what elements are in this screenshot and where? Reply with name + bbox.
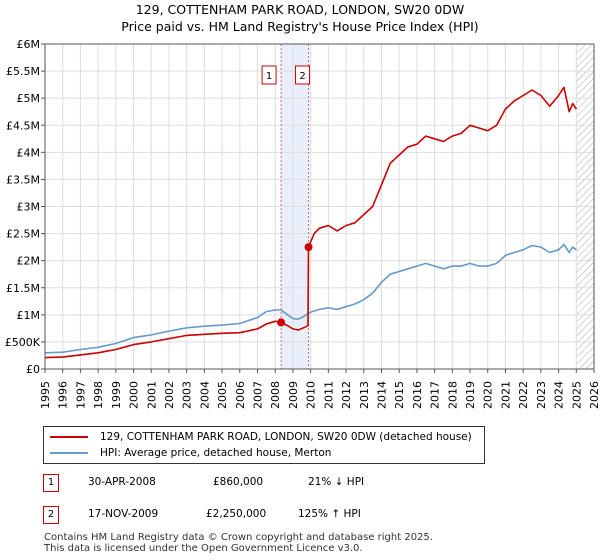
- transaction-date: 30-APR-2008: [88, 476, 156, 488]
- x-tick-label: 2019: [464, 381, 477, 409]
- x-tick-label: 1996: [57, 381, 70, 409]
- legend-swatch-hpi: [50, 452, 88, 454]
- x-tick-label: 2003: [181, 381, 194, 409]
- y-tick-label: £4M: [17, 146, 41, 159]
- footer: Contains HM Land Registry data © Crown c…: [44, 532, 433, 554]
- x-tick-label: 2004: [198, 381, 211, 409]
- chart-title-line1: 129, COTTENHAM PARK ROAD, LONDON, SW20 0…: [135, 2, 465, 17]
- y-tick-label: £3.5M: [6, 173, 40, 186]
- x-tick-label: 1999: [110, 381, 123, 409]
- y-tick-label: £1.5M: [6, 282, 40, 295]
- x-tick-label: 2021: [499, 381, 512, 409]
- transaction-badge: 2: [43, 506, 59, 524]
- x-tick-label: 2024: [553, 381, 566, 409]
- y-tick-label: £3M: [17, 201, 41, 214]
- y-tick-label: £0: [26, 363, 40, 376]
- x-tick-label: 2005: [216, 381, 229, 409]
- legend: 129, COTTENHAM PARK ROAD, LONDON, SW20 0…: [43, 426, 485, 464]
- x-tick-label: 2007: [252, 381, 265, 409]
- x-tick-label: 1995: [39, 381, 52, 409]
- transaction-badge: 1: [43, 474, 59, 492]
- transaction-date: 17-NOV-2009: [88, 508, 159, 520]
- x-tick-label: 2022: [517, 381, 530, 409]
- x-tick-label: 1997: [74, 381, 87, 409]
- x-tick-label: 2014: [375, 381, 388, 409]
- x-tick-label: 2001: [145, 381, 158, 409]
- sale-point: [277, 318, 286, 327]
- x-tick-label: 2016: [411, 381, 424, 409]
- y-tick-label: £500K: [5, 336, 41, 349]
- x-tick-label: 2015: [393, 381, 406, 409]
- x-tick-label: 2000: [128, 381, 141, 409]
- x-tick-label: 2008: [269, 381, 282, 409]
- x-tick-label: 2013: [358, 381, 371, 409]
- x-tick-label: 2010: [305, 381, 318, 409]
- transaction-price: £2,250,000: [206, 508, 267, 520]
- sale-badge: [261, 65, 277, 85]
- y-tick-label: £4.5M: [6, 119, 40, 132]
- x-tick-label: 2017: [429, 381, 442, 409]
- x-tick-label: 2025: [570, 381, 583, 409]
- transaction-hpi: 125% ↑ HPI: [298, 508, 361, 520]
- sale-badge-label: 1: [266, 71, 272, 82]
- y-tick-label: £1M: [17, 309, 41, 322]
- sale-point: [304, 243, 313, 252]
- footer-line2: This data is licensed under the Open Gov…: [44, 543, 363, 554]
- x-tick-label: 2018: [446, 381, 459, 409]
- x-tick-label: 2026: [588, 381, 600, 409]
- x-tick-label: 2023: [535, 381, 548, 409]
- sale-badge: [295, 65, 311, 85]
- y-tick-label: £6M: [17, 38, 41, 51]
- x-tick-label: 2020: [482, 381, 495, 409]
- x-tick-label: 2002: [163, 381, 176, 409]
- x-tick-label: 2009: [287, 381, 300, 409]
- y-tick-label: £2M: [17, 255, 41, 268]
- hpi-line: [44, 243, 577, 354]
- chart-title-line2: Price paid vs. HM Land Registry's House …: [121, 19, 479, 34]
- price-chart: 1 2 £0 £500K £1M £1.5M £2M £2.5M £3M £3.5M £4M £4.…: [5, 38, 600, 409]
- x-tick-label: 2011: [322, 381, 335, 409]
- y-tick-label: £5.5M: [6, 65, 40, 78]
- y-tick-label: £5M: [17, 92, 41, 105]
- legend-label-property: 129, COTTENHAM PARK ROAD, LONDON, SW20 0…: [100, 431, 472, 443]
- sale-badge-label: 2: [299, 71, 305, 82]
- legend-swatch-property: [50, 436, 88, 438]
- legend-item-property: 129, COTTENHAM PARK ROAD, LONDON, SW20 0…: [50, 430, 472, 444]
- property-price-line: [44, 86, 577, 359]
- x-tick-label: 1998: [92, 381, 105, 409]
- x-tick-label: 2006: [234, 381, 247, 409]
- transaction-price: £860,000: [213, 476, 264, 488]
- x-tick-label: 2012: [340, 381, 353, 409]
- legend-label-hpi: HPI: Average price, detached house, Mert…: [100, 447, 332, 459]
- legend-item-hpi: HPI: Average price, detached house, Mert…: [50, 446, 331, 460]
- transaction-hpi: 21% ↓ HPI: [308, 476, 365, 488]
- footer-line1: Contains HM Land Registry data © Crown c…: [44, 532, 433, 543]
- y-tick-label: £2.5M: [6, 228, 40, 241]
